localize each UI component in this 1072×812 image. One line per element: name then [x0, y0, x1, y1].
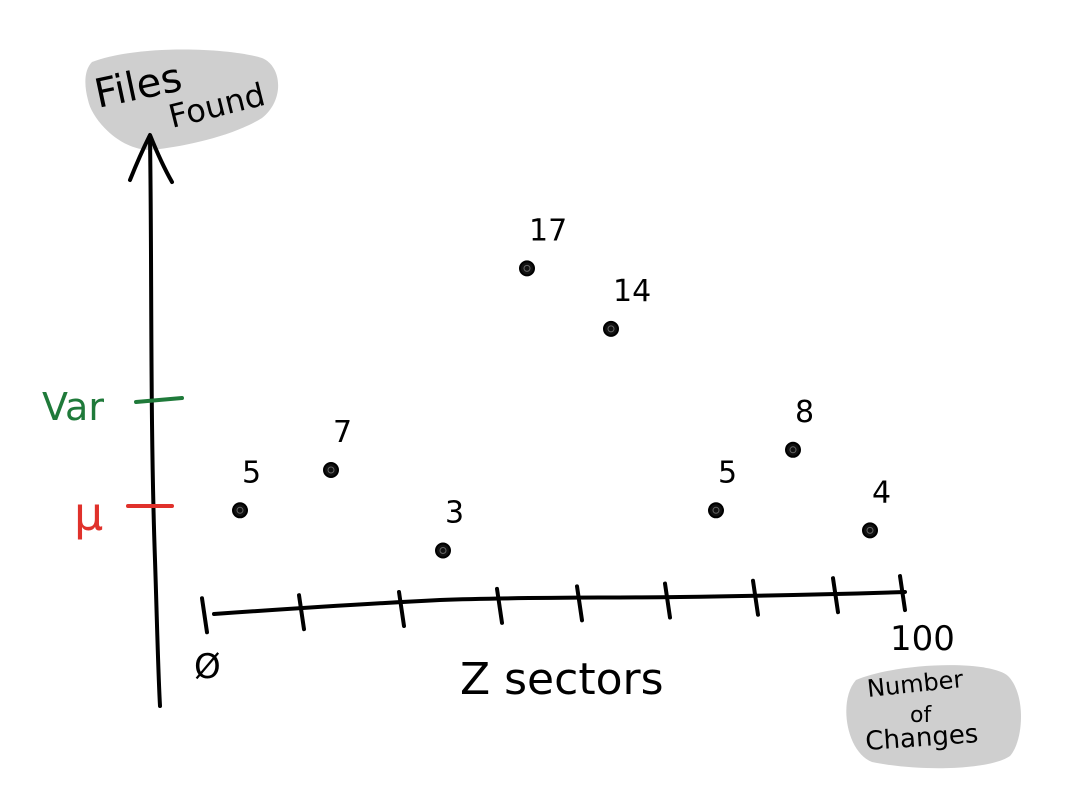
x-axis-ticks: [200, 574, 907, 635]
data-point-label: 7: [333, 415, 352, 450]
data-point: [323, 462, 339, 478]
data-point-swirl: [523, 264, 531, 272]
data-point-swirl: [236, 506, 244, 514]
data-point-swirl: [866, 526, 874, 534]
data-point: [708, 502, 724, 519]
data-point: [603, 320, 619, 337]
y-label-highlight: [85, 49, 279, 150]
x-start-label: Ø: [194, 647, 221, 687]
y-axis-arrowhead: [128, 133, 174, 184]
y-axis: [148, 138, 162, 708]
x-axis: [212, 590, 907, 616]
data-point: [785, 441, 801, 458]
x-center-label: Z sectors: [460, 654, 664, 705]
data-point-label: 3: [445, 496, 464, 531]
data-point-label: 8: [795, 395, 814, 430]
x-note-highlight: [846, 665, 1021, 769]
x-note-line2: of: [910, 703, 932, 728]
x-axis-tick: [297, 593, 306, 632]
data-point-swirl: [607, 325, 615, 333]
data-point-swirl: [327, 466, 335, 474]
data-point: [862, 522, 878, 539]
data-point-swirl: [789, 446, 797, 454]
x-axis-tick: [200, 596, 209, 635]
x-axis-tick: [898, 574, 907, 613]
x-axis-tick: [751, 578, 760, 617]
mu-label: μ: [74, 487, 103, 541]
data-point-swirl: [439, 547, 447, 554]
data-point-swirl: [712, 506, 720, 514]
data-point: [435, 542, 451, 559]
x-end-label: 100: [890, 619, 955, 659]
data-point: [232, 502, 248, 519]
var-line: [134, 396, 184, 404]
data-point-label: 5: [718, 455, 737, 490]
x-axis-tick: [397, 590, 406, 629]
x-axis-tick: [495, 586, 504, 625]
data-point-label: 4: [872, 475, 891, 510]
x-axis-tick: [831, 576, 840, 615]
x-axis-tick: [663, 581, 672, 620]
data-point-label: 14: [613, 274, 651, 309]
data-points: 5 7 3 17 14 5 8 4: [232, 213, 891, 559]
data-point: [519, 260, 535, 277]
data-point-label: 17: [529, 213, 567, 248]
var-label: Var: [42, 385, 104, 429]
x-axis-tick: [575, 584, 584, 623]
data-point-label: 5: [242, 455, 261, 490]
